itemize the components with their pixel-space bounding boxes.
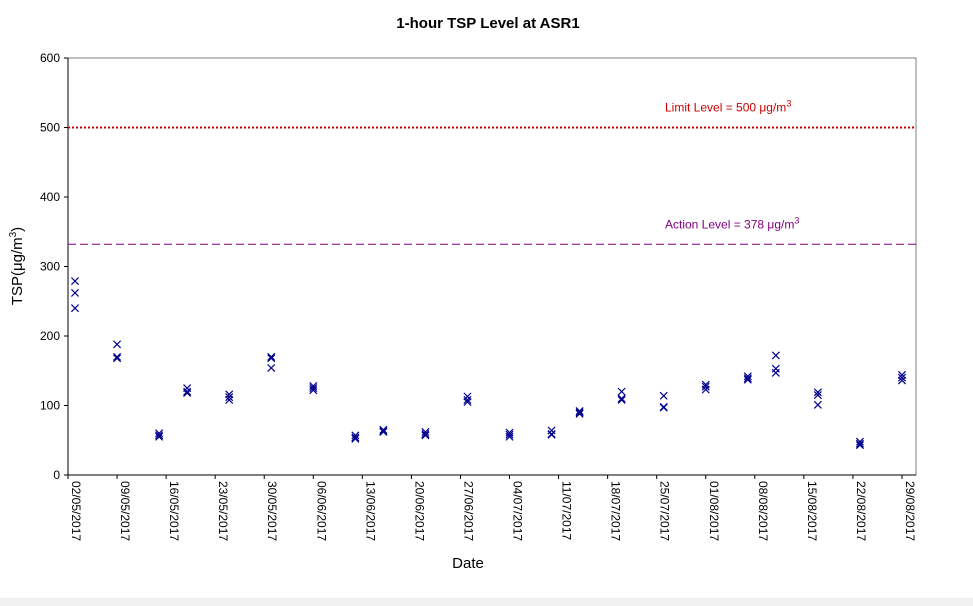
data-point [855, 439, 864, 448]
y-tick-label: 0 [53, 468, 60, 482]
x-tick-label: 13/06/2017 [363, 481, 377, 541]
x-tick-label: 25/07/2017 [658, 481, 672, 541]
x-tick-label: 01/08/2017 [707, 481, 721, 541]
data-point [813, 400, 822, 409]
x-tick-label: 09/05/2017 [118, 481, 132, 541]
data-point [267, 352, 276, 361]
data-point [70, 304, 80, 313]
data-point [225, 393, 234, 402]
x-tick-label: 04/07/2017 [511, 481, 525, 541]
data-point [183, 388, 192, 398]
x-tick-label: 15/08/2017 [805, 481, 819, 541]
data-point [267, 363, 276, 372]
data-point [463, 395, 472, 404]
x-tick-label: 22/08/2017 [854, 481, 868, 541]
data-point [113, 354, 122, 363]
data-point [659, 391, 668, 400]
data-point [155, 431, 164, 440]
data-point [505, 432, 514, 441]
data-point [70, 288, 80, 297]
data-point [547, 430, 556, 439]
data-point [267, 354, 276, 363]
x-tick-label: 02/05/2017 [69, 481, 83, 541]
y-tick-label: 400 [40, 190, 60, 204]
data-point [505, 430, 514, 439]
x-tick-label: 20/06/2017 [412, 481, 426, 541]
data-point [813, 388, 822, 397]
data-point [701, 385, 710, 394]
data-point [309, 386, 318, 395]
data-point [617, 394, 626, 403]
chart-title: 1-hour TSP Level at ASR1 [396, 15, 579, 32]
data-point [421, 431, 430, 440]
data-point [421, 429, 430, 439]
data-point [421, 427, 430, 436]
data-point [225, 395, 234, 404]
y-tick-label: 300 [40, 260, 60, 274]
data-point [70, 277, 80, 286]
data-point [855, 437, 864, 446]
x-tick-label: 06/06/2017 [314, 481, 328, 541]
data-point [617, 395, 626, 404]
data-point [659, 403, 668, 412]
y-axis-label: TSP(μg/m3) [8, 227, 26, 305]
x-tick-label: 18/07/2017 [609, 481, 623, 541]
window-bottom-strip [0, 598, 973, 606]
data-point [855, 441, 864, 450]
data-point [379, 425, 388, 434]
data-point [351, 431, 360, 440]
data-point [743, 375, 752, 384]
data-point [743, 372, 752, 381]
data-point [575, 408, 584, 417]
data-point [897, 373, 907, 382]
data-point [897, 376, 907, 385]
y-tick-label: 200 [40, 329, 60, 343]
data-point [113, 352, 122, 361]
x-axis-label: Date [452, 555, 484, 572]
data-point [575, 409, 584, 418]
data-point [155, 432, 164, 441]
x-tick-label: 29/08/2017 [903, 481, 917, 541]
data-point [771, 368, 780, 377]
x-axis: 02/05/2017 09/05/2017 16/05/2017 23/05/2017… [67, 474, 917, 541]
data-point [771, 351, 780, 360]
data-point [351, 434, 360, 443]
data-point [351, 433, 360, 442]
data-point [575, 407, 584, 416]
reference-lines: Limit Level = 500 μg/m3 Action Level = 37… [68, 99, 916, 245]
x-tick-label: 08/08/2017 [756, 481, 770, 541]
data-point [309, 384, 318, 393]
x-tick-label: 16/05/2017 [167, 481, 181, 541]
y-tick-label: 500 [40, 121, 60, 135]
x-tick-label: 30/05/2017 [265, 481, 279, 541]
data-point [743, 374, 752, 383]
data-point [183, 387, 192, 396]
data-point [379, 427, 388, 436]
y-tick-label: 600 [40, 51, 60, 65]
data-point [463, 398, 472, 407]
reference-line-label: Limit Level = 500 μg/m3 [665, 99, 791, 115]
data-point [813, 391, 822, 400]
x-tick-label: 11/07/2017 [560, 481, 574, 540]
x-tick-label: 23/05/2017 [216, 481, 230, 541]
data-point [617, 387, 626, 396]
y-axis: 0 100 200 300 400 500 600 [40, 51, 69, 482]
y-tick-label: 100 [40, 399, 60, 413]
plot-area [67, 57, 917, 476]
x-tick-label: 27/06/2017 [461, 481, 475, 541]
data-point [155, 429, 164, 438]
data-point [701, 382, 710, 391]
data-points [70, 277, 907, 450]
reference-line-label: Action Level = 378 μg/m3 [665, 215, 799, 231]
data-point [113, 340, 122, 349]
